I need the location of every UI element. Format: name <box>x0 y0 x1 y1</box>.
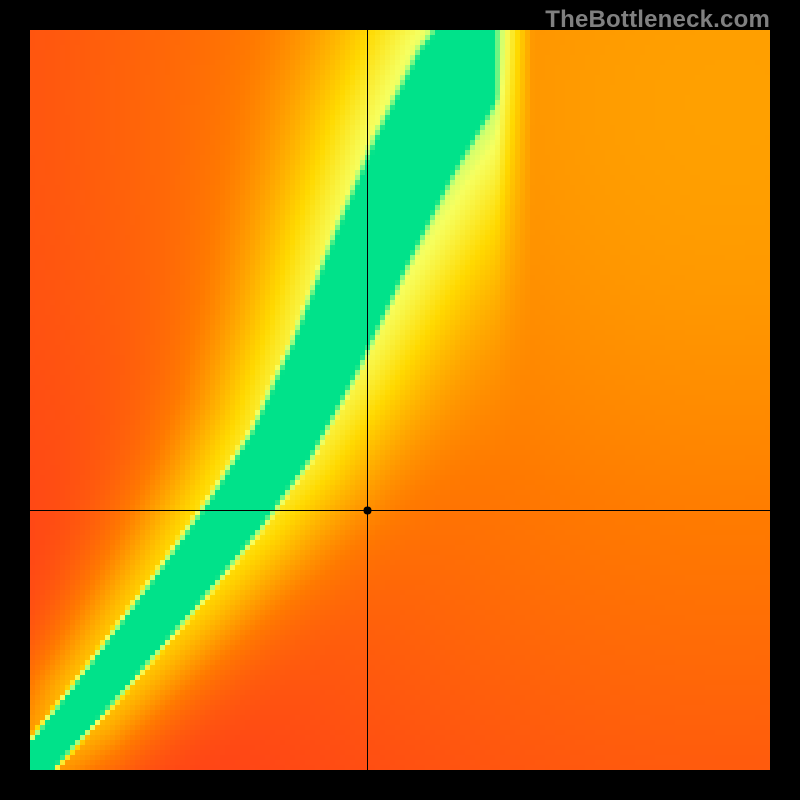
watermark-text: TheBottleneck.com <box>545 6 770 34</box>
chart-container: TheBottleneck.com <box>0 0 800 800</box>
crosshair-overlay <box>30 30 770 770</box>
